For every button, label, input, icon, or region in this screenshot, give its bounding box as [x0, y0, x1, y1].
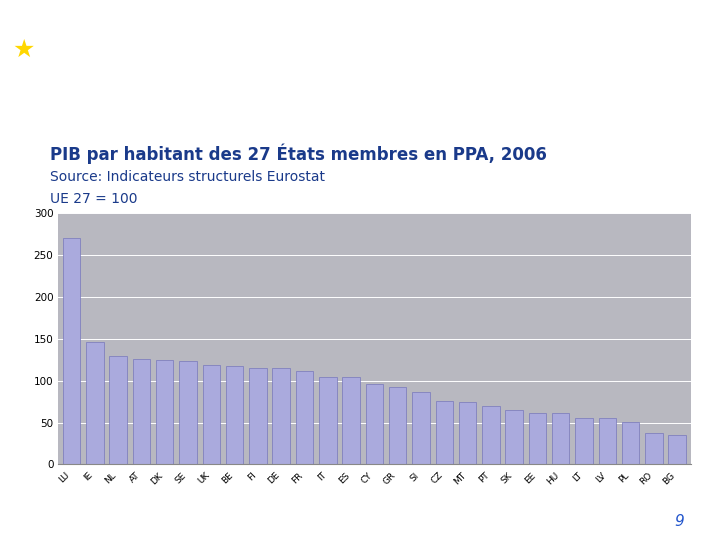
Text: PIB par habitant des 27 États membres en PPA, 2006: PIB par habitant des 27 États membres en… [50, 143, 547, 164]
Bar [179, 361, 197, 464]
Text: Source: Indicateurs structurels Eurostat: Source: Indicateurs structurels Eurostat [50, 170, 325, 184]
Bar [319, 376, 336, 464]
Bar [202, 365, 220, 464]
Text: UE 27 = 100: UE 27 = 100 [50, 192, 138, 206]
Bar [109, 355, 127, 464]
Bar [645, 433, 662, 464]
Bar [528, 413, 546, 464]
Bar [459, 402, 477, 464]
Bar [413, 392, 430, 464]
Bar [296, 372, 313, 464]
Bar [156, 360, 174, 464]
Bar [343, 377, 360, 464]
Bar [668, 435, 686, 464]
Bar [482, 406, 500, 464]
Bar [132, 359, 150, 464]
Bar [366, 384, 383, 464]
Text: Politique régionale: Politique régionale [61, 63, 145, 73]
Bar [389, 387, 406, 464]
Ellipse shape [0, 0, 720, 135]
Text: Union européenne: Union européenne [61, 33, 176, 43]
Bar [436, 401, 453, 464]
Bar [226, 366, 243, 464]
Bar [249, 368, 266, 464]
Bar [622, 422, 639, 464]
Bar [63, 239, 81, 464]
Bar [575, 417, 593, 464]
Text: ★: ★ [12, 38, 35, 62]
Bar [86, 342, 104, 464]
Text: 9: 9 [674, 514, 684, 529]
Bar [598, 418, 616, 464]
Bar [505, 410, 523, 464]
Bar [552, 413, 570, 464]
Bar [272, 368, 290, 464]
